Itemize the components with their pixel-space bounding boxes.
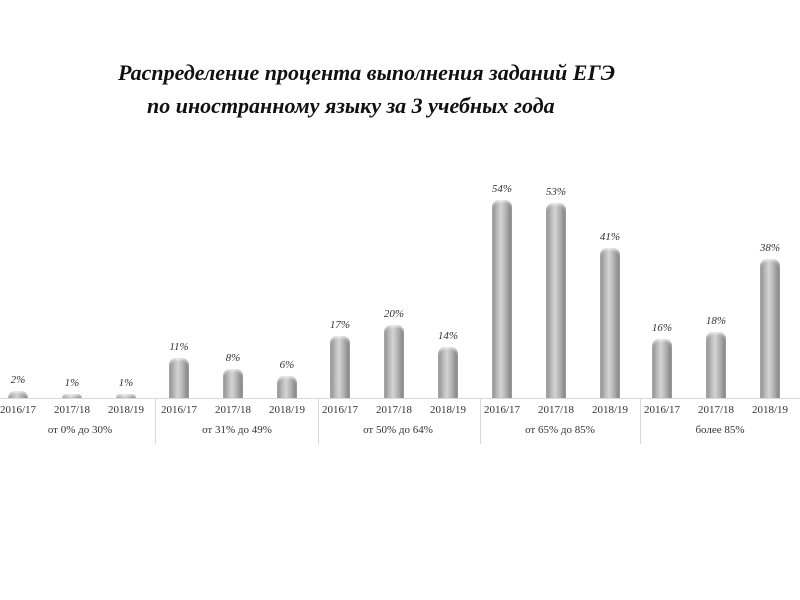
value-label: 1% — [118, 377, 134, 389]
x-tick-label: 2017/18 — [697, 404, 735, 416]
group-divider — [480, 398, 481, 444]
group-label: от 65% до 85% — [525, 424, 595, 436]
bar — [330, 336, 350, 398]
x-tick-label: 2018/19 — [751, 404, 789, 416]
x-tick-label: 2016/17 — [160, 404, 198, 416]
x-axis-line — [0, 398, 800, 399]
value-label: 8% — [225, 352, 241, 364]
x-tick-label: 2017/18 — [53, 404, 91, 416]
x-tick-label: 2016/17 — [321, 404, 359, 416]
value-label: 20% — [383, 308, 405, 320]
x-tick-label: 2018/19 — [268, 404, 306, 416]
value-label: 2% — [10, 374, 26, 386]
value-label: 41% — [599, 231, 621, 243]
bar — [600, 248, 620, 398]
group-label: от 31% до 49% — [202, 424, 272, 436]
x-tick-label: 2018/19 — [107, 404, 145, 416]
x-tick-label: 2018/19 — [591, 404, 629, 416]
x-tick-label: 2016/17 — [643, 404, 681, 416]
value-label: 6% — [279, 359, 295, 371]
x-tick-label: 2016/17 — [0, 404, 37, 416]
bar — [223, 369, 243, 398]
bar — [277, 376, 297, 398]
x-tick-label: 2017/18 — [375, 404, 413, 416]
value-label: 53% — [545, 186, 567, 198]
bar — [438, 347, 458, 398]
x-tick-label: 2016/17 — [483, 404, 521, 416]
bar — [492, 200, 512, 398]
value-label: 18% — [705, 315, 727, 327]
bar — [8, 391, 28, 398]
bar — [169, 358, 189, 398]
group-label: более 85% — [695, 424, 745, 436]
bar — [706, 332, 726, 398]
x-tick-label: 2017/18 — [537, 404, 575, 416]
chart-title-line-1: Распределение процента выполнения задани… — [118, 60, 616, 85]
x-tick-label: 2017/18 — [214, 404, 252, 416]
x-tick-label: 2018/19 — [429, 404, 467, 416]
value-label: 17% — [329, 319, 351, 331]
bar — [546, 203, 566, 398]
value-label: 54% — [491, 183, 513, 195]
group-divider — [640, 398, 641, 444]
value-label: 14% — [437, 330, 459, 342]
bar — [62, 394, 82, 398]
value-label: 38% — [759, 242, 781, 254]
value-label: 1% — [64, 377, 80, 389]
group-label: от 0% до 30% — [47, 424, 113, 436]
group-divider — [318, 398, 319, 444]
bar — [116, 394, 136, 398]
group-label: от 50% до 64% — [363, 424, 433, 436]
bar — [760, 259, 780, 398]
value-label: 16% — [651, 322, 673, 334]
bar — [384, 325, 404, 398]
chart-title-line-2: по иностранному языку за 3 учебных года — [147, 93, 555, 118]
bar — [652, 339, 672, 398]
group-divider — [155, 398, 156, 444]
value-label: 11% — [169, 341, 189, 353]
